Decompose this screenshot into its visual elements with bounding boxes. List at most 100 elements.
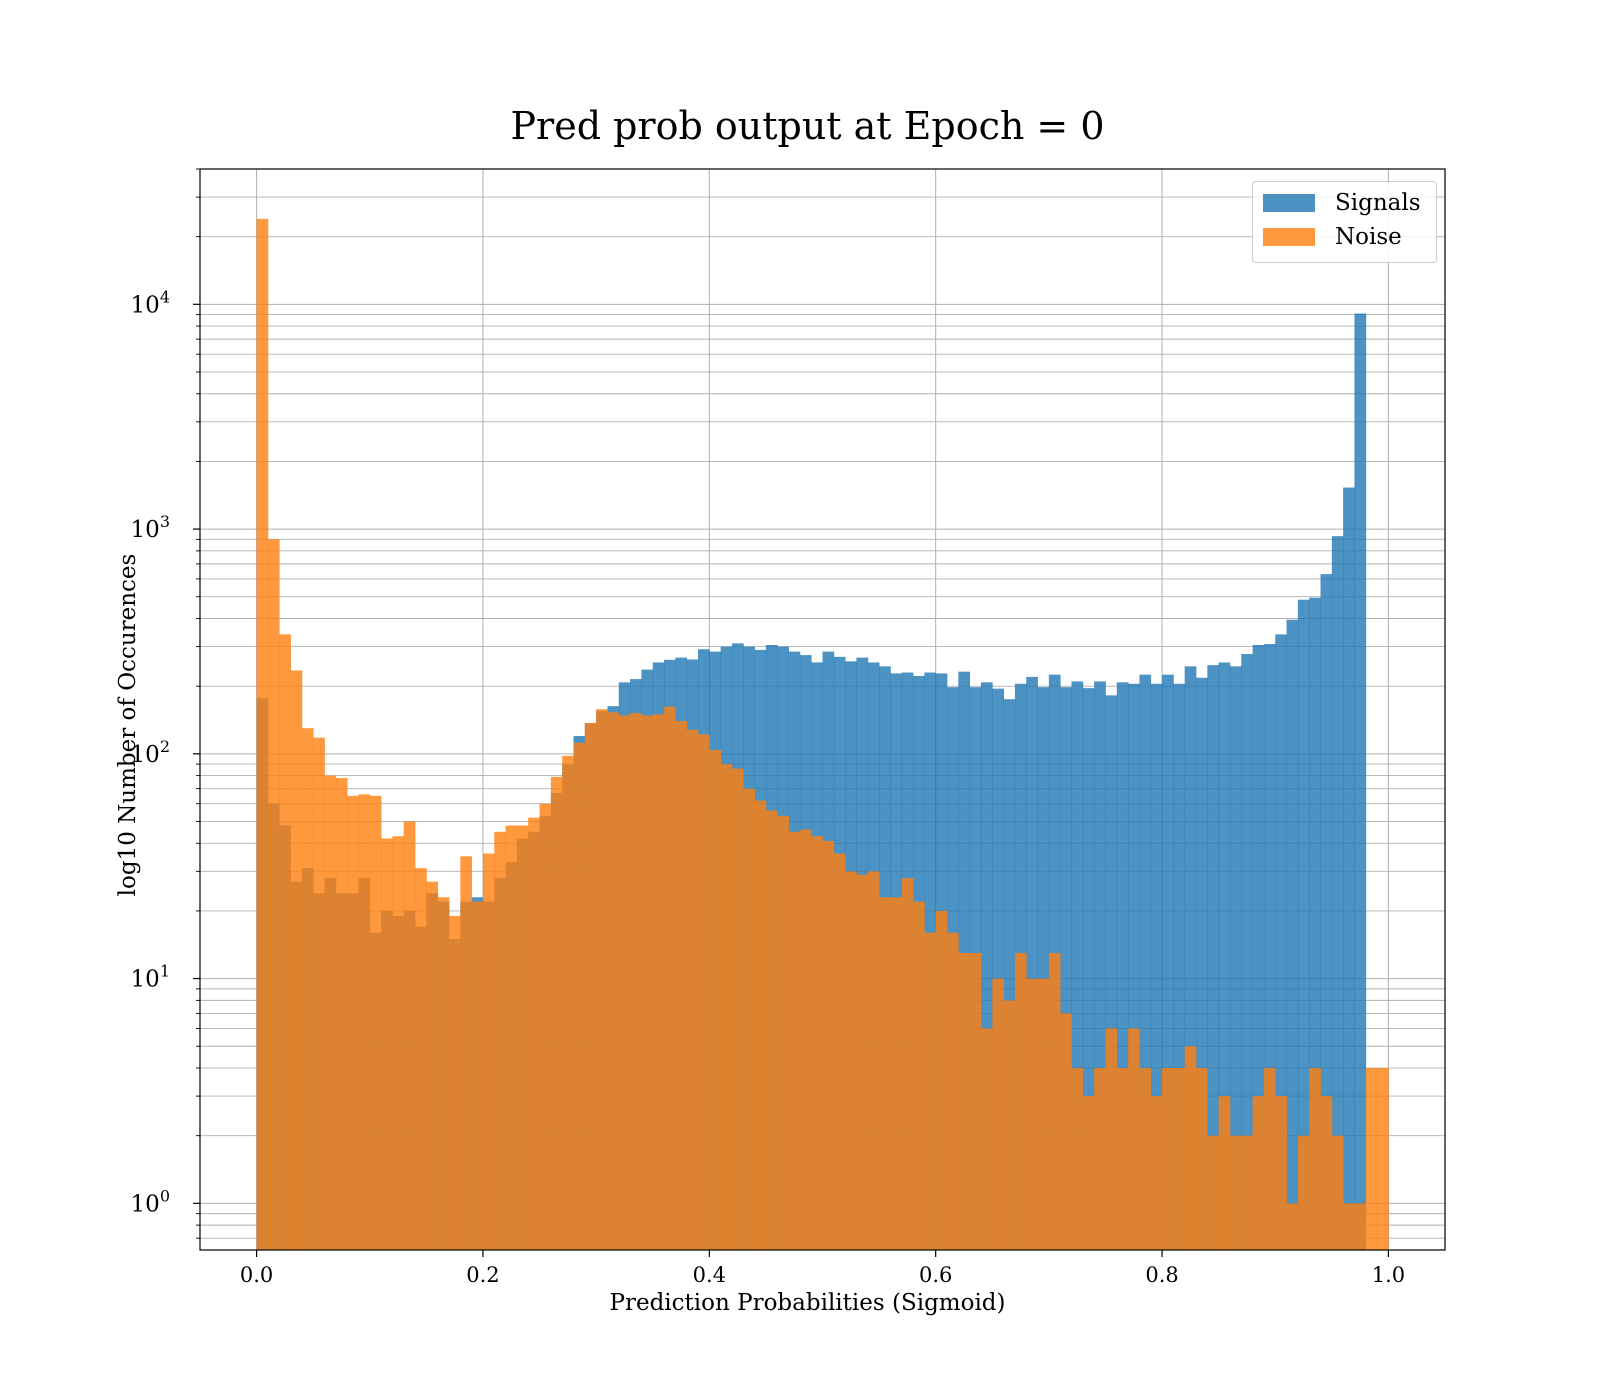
- noise-bar: [901, 878, 914, 1250]
- signals-bar: [1309, 597, 1321, 1250]
- x-tick-label: 0.6: [919, 1263, 952, 1287]
- noise-bar: [1377, 1068, 1389, 1250]
- noise-bar: [1139, 1068, 1152, 1250]
- noise-bar: [947, 932, 959, 1250]
- signals-bar: [1297, 599, 1310, 1250]
- noise-bar: [471, 901, 484, 1250]
- noise-bar: [980, 1028, 993, 1250]
- x-axis-ticks: 0.0 0.2 0.4 0.6 0.8 1.0: [240, 1250, 1405, 1287]
- noise-bar: [1082, 1096, 1095, 1250]
- signals-bar: [1060, 687, 1072, 1250]
- legend-label-signals: Signals: [1335, 190, 1421, 216]
- noise-bar: [765, 810, 778, 1250]
- noise-bar: [1365, 1068, 1378, 1250]
- signals-bar: [1241, 654, 1253, 1250]
- y-tick-label: 103: [131, 512, 170, 543]
- noise-bar: [630, 712, 642, 1250]
- x-tick-label: 0.2: [466, 1263, 499, 1287]
- noise-bar: [1263, 1068, 1276, 1250]
- legend-item-signals: Signals: [1263, 190, 1421, 216]
- noise-bar: [494, 831, 506, 1250]
- noise-bar: [709, 749, 722, 1250]
- noise-bar: [607, 712, 620, 1250]
- noise-bar: [799, 829, 812, 1250]
- noise-bar: [845, 871, 857, 1250]
- legend: Signals Noise: [1252, 181, 1437, 263]
- noise-bar: [1309, 1068, 1321, 1250]
- noise-bar: [1320, 1096, 1333, 1250]
- x-tick-label: 1.0: [1372, 1263, 1405, 1287]
- noise-bar: [1218, 1096, 1231, 1250]
- noise-bar: [913, 901, 925, 1250]
- noise-bar: [313, 737, 325, 1250]
- noise-bar: [731, 768, 744, 1250]
- signals-bar: [1320, 574, 1333, 1250]
- noise-bar: [449, 915, 461, 1250]
- noise-bar: [460, 856, 473, 1250]
- noise-bar: [992, 978, 1004, 1250]
- signals-bar: [1116, 682, 1129, 1250]
- signals-bar: [992, 688, 1004, 1250]
- noise-bar: [1207, 1135, 1220, 1250]
- signals-bar: [1331, 536, 1344, 1250]
- noise-bar: [1162, 1068, 1174, 1250]
- noise-bar: [833, 853, 846, 1250]
- y-axis-label: log10 Number of Occurences: [115, 553, 141, 897]
- signals-bar: [1128, 683, 1140, 1250]
- signals-bar: [1026, 676, 1038, 1250]
- noise-bar: [958, 952, 971, 1250]
- noise-bar: [256, 218, 269, 1250]
- noise-bar: [528, 817, 540, 1250]
- x-axis-label: Prediction Probabilities (Sigmoid): [609, 1290, 1006, 1316]
- legend-swatch-noise: [1263, 228, 1315, 246]
- noise-bar: [1229, 1135, 1242, 1250]
- signals-bar: [1263, 644, 1276, 1250]
- signals-bar: [1218, 662, 1231, 1250]
- noise-bar: [562, 755, 574, 1250]
- signals-bar: [1037, 687, 1050, 1250]
- signals-bar: [1150, 683, 1163, 1250]
- noise-bar: [1331, 1135, 1344, 1250]
- noise-bar: [1105, 1028, 1118, 1250]
- signals-bar: [1229, 666, 1242, 1250]
- noise-bar: [686, 729, 699, 1250]
- noise-bar: [1037, 978, 1050, 1250]
- noise-bar: [1116, 1068, 1129, 1250]
- noise-bar: [777, 815, 789, 1250]
- signals-bar: [1207, 665, 1220, 1250]
- noise-bar: [573, 742, 586, 1250]
- noise-bar: [698, 734, 710, 1250]
- noise-bar: [1343, 1203, 1355, 1250]
- noise-bar: [381, 838, 393, 1250]
- chart-title: Pred prob output at Epoch = 0: [510, 104, 1105, 148]
- noise-bar: [641, 715, 654, 1250]
- noise-bar: [1275, 1096, 1287, 1250]
- noise-bar: [675, 720, 688, 1250]
- noise-bar: [1003, 1000, 1016, 1250]
- noise-bar: [969, 952, 982, 1250]
- noise-bar: [279, 634, 291, 1250]
- noise-bar: [664, 706, 676, 1250]
- noise-bar: [415, 868, 427, 1250]
- axes-frame: [199, 168, 1446, 1251]
- noise-bar: [879, 897, 891, 1250]
- signals-bar: [1071, 681, 1084, 1250]
- noise-bar: [754, 800, 767, 1250]
- noise-bar: [1128, 1028, 1140, 1250]
- signals-bar: [1105, 695, 1118, 1250]
- noise-bar: [1094, 1068, 1106, 1250]
- noise-bar: [1241, 1135, 1253, 1250]
- noise-bar: [890, 897, 903, 1250]
- noise-bar: [324, 775, 337, 1250]
- signals-bar: [980, 682, 993, 1250]
- noise-bar: [426, 881, 439, 1250]
- noise-bar: [867, 871, 880, 1250]
- noise-bar: [822, 840, 835, 1250]
- noise-bar: [369, 795, 382, 1250]
- noise-bar: [1048, 952, 1061, 1250]
- legend-swatch-signals: [1263, 194, 1315, 212]
- noise-bar: [1354, 1203, 1367, 1250]
- noise-bar: [1173, 1068, 1186, 1250]
- noise-bar: [290, 670, 303, 1250]
- noise-bar: [550, 776, 563, 1250]
